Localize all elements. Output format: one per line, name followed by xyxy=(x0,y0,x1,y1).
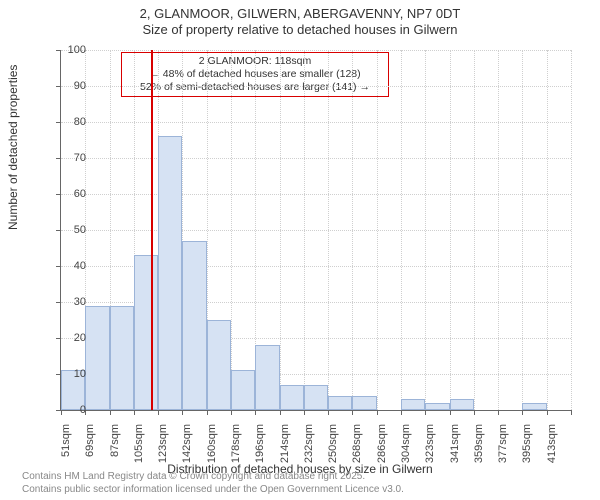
title-block: 2, GLANMOOR, GILWERN, ABERGAVENNY, NP7 0… xyxy=(0,0,600,39)
xtick-label: 341sqm xyxy=(449,424,461,464)
ytick-label: 0 xyxy=(50,404,86,416)
histogram-bar xyxy=(134,255,158,410)
xtick-mark xyxy=(231,410,232,415)
histogram-bar xyxy=(207,320,231,410)
grid-horizontal xyxy=(61,194,571,195)
title-line2: Size of property relative to detached ho… xyxy=(0,22,600,38)
grid-horizontal xyxy=(61,122,571,123)
xtick-label: 304sqm xyxy=(400,424,412,464)
histogram-bar xyxy=(352,396,376,410)
xtick-label: 105sqm xyxy=(133,424,145,464)
footer-attribution: Contains HM Land Registry data © Crown c… xyxy=(22,471,404,496)
ytick-label: 10 xyxy=(50,368,86,380)
grid-vertical xyxy=(498,50,499,410)
grid-vertical xyxy=(280,50,281,410)
xtick-mark xyxy=(110,410,111,415)
xtick-mark xyxy=(158,410,159,415)
footer-line1: Contains HM Land Registry data © Crown c… xyxy=(22,471,404,484)
histogram-bar xyxy=(328,396,352,410)
grid-horizontal xyxy=(61,158,571,159)
xtick-label: 160sqm xyxy=(206,424,218,464)
grid-vertical xyxy=(328,50,329,410)
xtick-mark xyxy=(280,410,281,415)
ytick-label: 100 xyxy=(50,44,86,56)
xtick-label: 323sqm xyxy=(424,424,436,464)
xtick-label: 196sqm xyxy=(254,424,266,464)
xtick-mark xyxy=(547,410,548,415)
xtick-mark xyxy=(328,410,329,415)
ytick-label: 90 xyxy=(50,80,86,92)
xtick-mark xyxy=(207,410,208,415)
grid-vertical xyxy=(571,50,572,410)
xtick-mark xyxy=(401,410,402,415)
grid-horizontal xyxy=(61,50,571,51)
xtick-label: 413sqm xyxy=(546,424,558,464)
xtick-label: 268sqm xyxy=(351,424,363,464)
grid-vertical xyxy=(231,50,232,410)
histogram-bar xyxy=(401,399,425,410)
grid-vertical xyxy=(522,50,523,410)
xtick-mark xyxy=(450,410,451,415)
footer-line2: Contains public sector information licen… xyxy=(22,484,404,497)
reference-line xyxy=(151,50,153,410)
xtick-mark xyxy=(134,410,135,415)
grid-vertical xyxy=(377,50,378,410)
chart-container: 2, GLANMOOR, GILWERN, ABERGAVENNY, NP7 0… xyxy=(0,0,600,500)
grid-vertical xyxy=(547,50,548,410)
ytick-label: 80 xyxy=(50,116,86,128)
xtick-mark xyxy=(304,410,305,415)
histogram-bar xyxy=(85,306,109,410)
grid-horizontal xyxy=(61,86,571,87)
ytick-label: 40 xyxy=(50,260,86,272)
xtick-mark xyxy=(425,410,426,415)
ytick-label: 30 xyxy=(50,296,86,308)
histogram-bar xyxy=(110,306,134,410)
histogram-bar xyxy=(304,385,328,410)
plot-area: 2 GLANMOOR: 118sqm← 48% of detached hous… xyxy=(60,50,571,411)
xtick-label: 142sqm xyxy=(181,424,193,464)
histogram-bar xyxy=(231,370,255,410)
histogram-bar xyxy=(450,399,474,410)
ytick-label: 50 xyxy=(50,224,86,236)
grid-vertical xyxy=(450,50,451,410)
xtick-label: 250sqm xyxy=(327,424,339,464)
ytick-label: 70 xyxy=(50,152,86,164)
xtick-label: 87sqm xyxy=(109,424,121,464)
histogram-bar xyxy=(182,241,206,410)
histogram-bar xyxy=(255,345,279,410)
grid-vertical xyxy=(474,50,475,410)
histogram-bar xyxy=(280,385,304,410)
xtick-mark xyxy=(255,410,256,415)
xtick-label: 359sqm xyxy=(473,424,485,464)
xtick-label: 232sqm xyxy=(303,424,315,464)
xtick-mark xyxy=(522,410,523,415)
xtick-mark xyxy=(182,410,183,415)
xtick-mark xyxy=(571,410,572,415)
grid-horizontal xyxy=(61,230,571,231)
xtick-mark xyxy=(498,410,499,415)
y-axis-label: Number of detached properties xyxy=(6,65,20,230)
xtick-label: 286sqm xyxy=(376,424,388,464)
title-line1: 2, GLANMOOR, GILWERN, ABERGAVENNY, NP7 0… xyxy=(0,6,600,22)
grid-vertical xyxy=(401,50,402,410)
grid-vertical xyxy=(425,50,426,410)
xtick-label: 51sqm xyxy=(60,424,72,464)
ytick-label: 20 xyxy=(50,332,86,344)
xtick-mark xyxy=(352,410,353,415)
xtick-mark xyxy=(474,410,475,415)
xtick-label: 178sqm xyxy=(230,424,242,464)
xtick-mark xyxy=(377,410,378,415)
xtick-label: 214sqm xyxy=(279,424,291,464)
histogram-bar xyxy=(158,136,182,410)
xtick-label: 377sqm xyxy=(497,424,509,464)
grid-vertical xyxy=(352,50,353,410)
histogram-bar xyxy=(522,403,546,410)
xtick-label: 69sqm xyxy=(84,424,96,464)
ytick-label: 60 xyxy=(50,188,86,200)
xtick-label: 395sqm xyxy=(521,424,533,464)
xtick-label: 123sqm xyxy=(157,424,169,464)
histogram-bar xyxy=(425,403,449,410)
grid-vertical xyxy=(304,50,305,410)
